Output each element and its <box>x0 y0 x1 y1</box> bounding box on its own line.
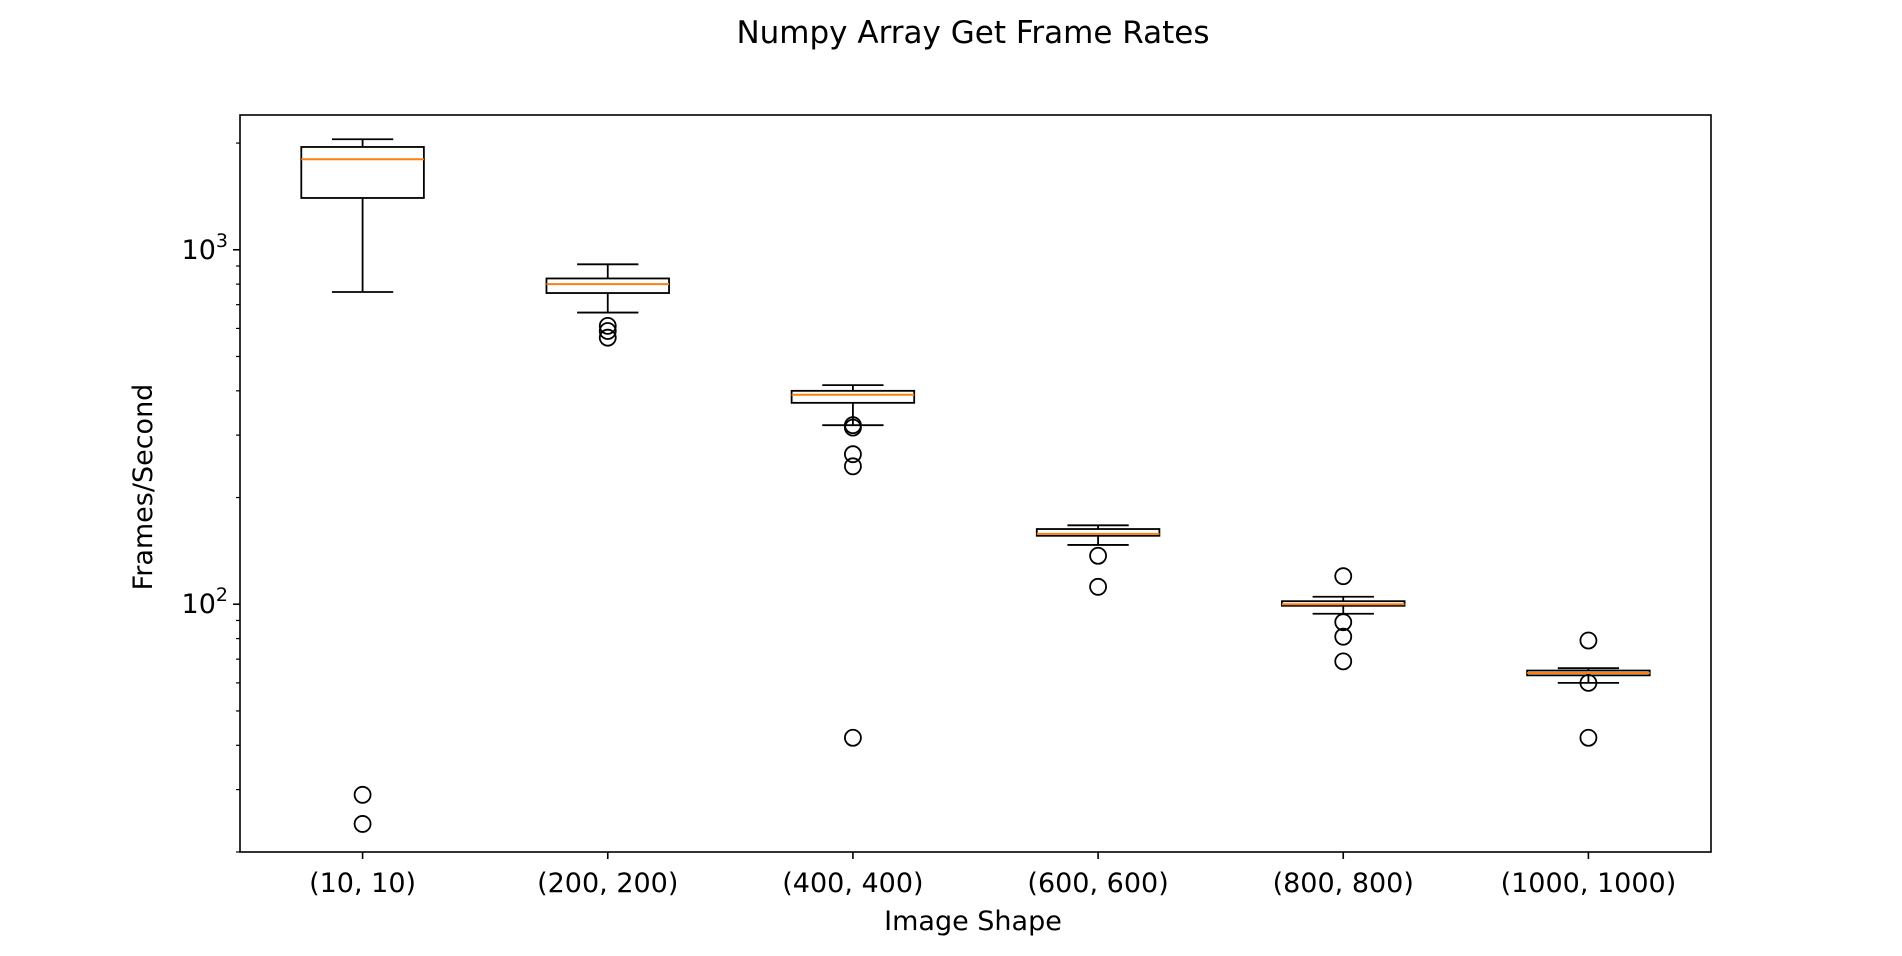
outlier-point <box>353 815 372 833</box>
x-tick-label: (800, 800) <box>1273 868 1414 899</box>
chart-title: Numpy Array Get Frame Rates <box>736 15 1209 51</box>
outlier-point <box>844 445 862 464</box>
outlier-point <box>844 418 862 437</box>
box-group <box>300 138 425 833</box>
box-group <box>1526 631 1651 747</box>
outlier-point <box>1334 613 1353 632</box>
outlier-point <box>598 316 617 335</box>
box-group <box>1035 524 1161 596</box>
y-axis-ticks: 102 103 <box>182 142 240 853</box>
y-axis-label: Frames/Second <box>128 384 159 591</box>
x-axis-ticks: (10, 10) (200, 200) (400, 400) (600, 600) (8… <box>309 852 1676 899</box>
outlier-point <box>1579 631 1598 650</box>
box-group <box>790 384 916 747</box>
box <box>1035 528 1161 537</box>
outlier-point <box>844 728 862 747</box>
x-axis-label: Image Shape <box>884 906 1062 937</box>
x-tick-label: (200, 200) <box>537 868 678 899</box>
box-group <box>1281 567 1406 671</box>
outlier-point <box>1089 577 1107 596</box>
outlier-point <box>1579 673 1598 692</box>
outlier-point <box>598 328 617 347</box>
outlier-point <box>1334 627 1353 646</box>
x-tick-label: (1000, 1000) <box>1501 868 1677 899</box>
outlier-point <box>844 457 862 476</box>
outlier-point <box>353 785 372 804</box>
box-group <box>545 263 670 347</box>
x-tick-label: (600, 600) <box>1027 868 1168 899</box>
outlier-point <box>1334 652 1353 671</box>
chart-marks <box>300 138 1651 833</box>
y-tick-label: 103 <box>182 230 228 266</box>
y-tick-label: 102 <box>182 584 228 620</box>
x-tick-label: (10, 10) <box>309 868 416 899</box>
box <box>545 277 670 294</box>
outlier-point <box>1334 567 1353 586</box>
outlier-point <box>1089 546 1107 565</box>
outlier-point <box>598 322 617 340</box>
plot-area <box>239 114 1712 853</box>
box <box>300 146 425 199</box>
outlier-point <box>1579 728 1598 747</box>
box <box>790 389 916 404</box>
x-tick-label: (400, 400) <box>782 868 923 899</box>
